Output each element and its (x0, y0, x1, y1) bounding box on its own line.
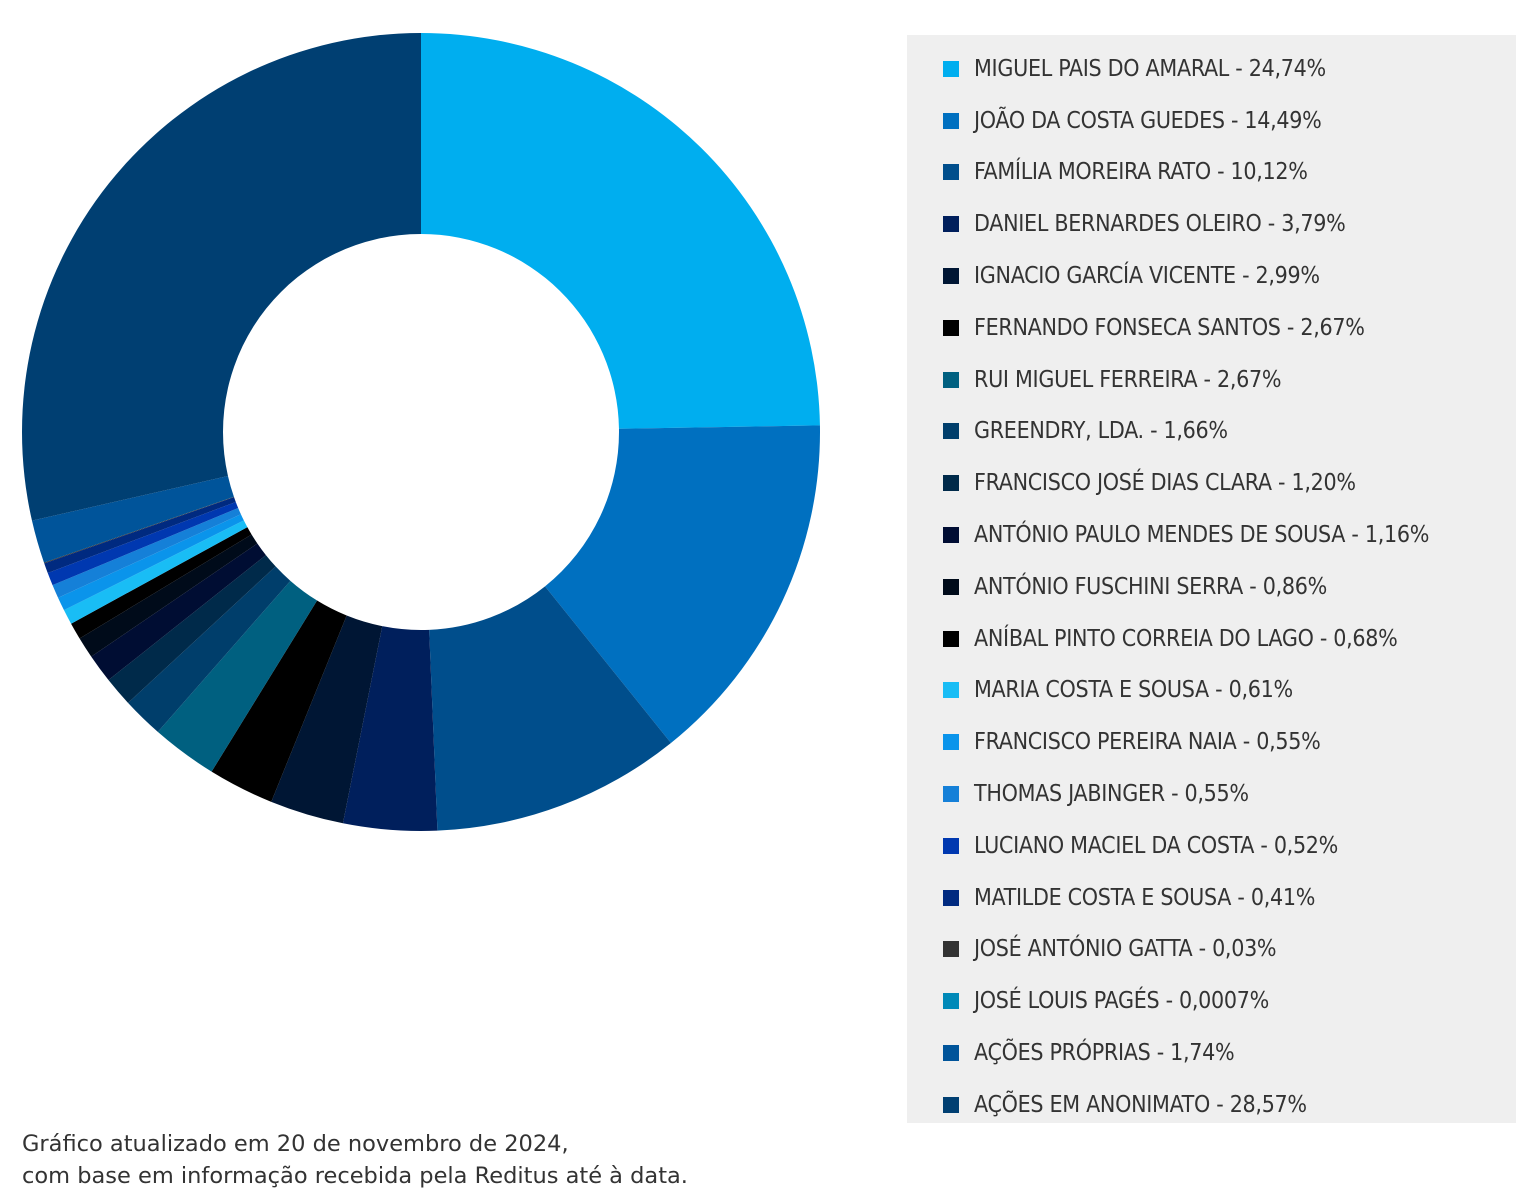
donut-chart (0, 0, 860, 860)
donut-slice-13 (58, 514, 244, 611)
legend-swatch (943, 371, 959, 388)
legend-label: MARIA COSTA E SOUSA - 0,61% (974, 677, 1293, 704)
legend-label: JOSÉ LOUIS PAGÉS - 0,0007% (974, 988, 1269, 1015)
donut-slice-18 (43, 496, 234, 563)
legend-label: ANTÓNIO FUSCHINI SERRA - 0,86% (974, 573, 1327, 600)
legend-swatch (943, 60, 959, 77)
legend-item: AÇÕES EM ANONIMATO - 28,57% (907, 1079, 1516, 1131)
legend-item: GREENDRY, LDA. - 1,66% (907, 406, 1516, 458)
legend-label: THOMAS JABINGER - 0,55% (974, 781, 1249, 808)
donut-slice-1 (545, 425, 820, 744)
donut-slice-10 (79, 534, 258, 657)
legend-swatch (943, 319, 959, 336)
legend-swatch (943, 527, 959, 544)
legend-item: FERNANDO FONSECA SANTOS - 2,67% (907, 302, 1516, 354)
legend-label: MIGUEL PAIS DO AMARAL - 24,74% (974, 55, 1326, 82)
donut-slice-11 (71, 527, 252, 639)
legend-label: FRANCISCO JOSÉ DIAS CLARA - 1,20% (974, 470, 1356, 497)
legend-label: FRANCISCO PEREIRA NAIA - 0,55% (974, 729, 1321, 756)
legend-item: RUI MIGUEL FERREIRA - 2,67% (907, 354, 1516, 406)
legend-label: LUCIANO MACIEL DA COSTA - 0,52% (974, 832, 1339, 859)
legend-label: DANIEL BERNARDES OLEIRO - 3,79% (974, 211, 1346, 238)
donut-slice-8 (108, 555, 276, 703)
donut-slice-2 (429, 586, 671, 831)
legend-item: IGNACIO GARCÍA VICENTE - 2,99% (907, 250, 1516, 302)
legend-swatch (943, 1096, 959, 1113)
donut-slice-9 (91, 543, 266, 681)
footnote-line-1: Gráfico atualizado em 20 de novembro de … (22, 1131, 569, 1157)
donut-chart-svg (22, 33, 820, 831)
legend-label: AÇÕES EM ANONIMATO - 28,57% (974, 1091, 1307, 1118)
chart-footnote: Gráfico atualizado em 20 de novembro de … (22, 1128, 688, 1192)
legend-item: JOSÉ ANTÓNIO GATTA - 0,03% (907, 924, 1516, 976)
legend-label: MATILDE COSTA E SOUSA - 0,41% (974, 884, 1316, 911)
footnote-line-2: com base em informação recebida pela Red… (22, 1163, 688, 1189)
legend-label: FAMÍLIA MOREIRA RATO - 10,12% (974, 159, 1308, 186)
legend-item: FRANCISCO JOSÉ DIAS CLARA - 1,20% (907, 457, 1516, 509)
legend-swatch (943, 993, 959, 1010)
donut-slice-4 (271, 615, 383, 824)
donut-slice-16 (44, 497, 236, 573)
legend-item: DANIEL BERNARDES OLEIRO - 3,79% (907, 198, 1516, 250)
legend-swatch (943, 734, 959, 751)
legend-swatch (943, 682, 959, 699)
legend-item: JOSÉ LOUIS PAGÉS - 0,0007% (907, 975, 1516, 1027)
legend-label: RUI MIGUEL FERREIRA - 2,67% (974, 366, 1282, 393)
legend-swatch (943, 786, 959, 803)
legend-swatch (943, 837, 959, 854)
legend-swatch (943, 216, 959, 233)
donut-slice-17 (43, 496, 235, 564)
legend-swatch (943, 164, 959, 181)
legend-item: JOÃO DA COSTA GUEDES - 14,49% (907, 95, 1516, 147)
legend-swatch (943, 475, 959, 492)
legend-swatch (943, 578, 959, 595)
legend-label: GREENDRY, LDA. - 1,66% (974, 418, 1228, 445)
legend-item: MIGUEL PAIS DO AMARAL - 24,74% (907, 43, 1516, 95)
legend-item: FRANCISCO PEREIRA NAIA - 0,55% (907, 716, 1516, 768)
legend-item: ANÍBAL PINTO CORREIA DO LAGO - 0,68% (907, 613, 1516, 665)
legend-swatch (943, 112, 959, 129)
donut-slice-3 (342, 626, 438, 831)
donut-slice-19 (31, 476, 234, 563)
legend-item: LUCIANO MACIEL DA COSTA - 0,52% (907, 820, 1516, 872)
legend-label: ANTÓNIO PAULO MENDES DE SOUSA - 1,16% (974, 522, 1430, 549)
legend-swatch (943, 941, 959, 958)
legend-label: JOSÉ ANTÓNIO GATTA - 0,03% (974, 936, 1277, 963)
legend-item: AÇÕES PRÓPRIAS - 1,74% (907, 1027, 1516, 1079)
legend-item: MARIA COSTA E SOUSA - 0,61% (907, 665, 1516, 717)
legend-swatch (943, 889, 959, 906)
legend-swatch (943, 423, 959, 440)
legend-label: FERNANDO FONSECA SANTOS - 2,67% (974, 314, 1365, 341)
donut-slice-6 (157, 580, 318, 772)
chart-legend: MIGUEL PAIS DO AMARAL - 24,74% JOÃO DA CO… (907, 35, 1516, 1123)
donut-slice-0 (421, 33, 820, 429)
legend-item: ANTÓNIO FUSCHINI SERRA - 0,86% (907, 561, 1516, 613)
donut-slice-15 (47, 501, 239, 586)
legend-item: FAMÍLIA MOREIRA RATO - 10,12% (907, 147, 1516, 199)
legend-label: IGNACIO GARCÍA VICENTE - 2,99% (974, 263, 1320, 290)
donut-slice-7 (128, 566, 291, 732)
donut-slice-5 (211, 600, 347, 802)
legend-swatch (943, 268, 959, 285)
legend-swatch (943, 630, 959, 647)
legend-item: MATILDE COSTA E SOUSA - 0,41% (907, 872, 1516, 924)
donut-slice-12 (63, 520, 248, 624)
legend-label: JOÃO DA COSTA GUEDES - 14,49% (974, 107, 1322, 134)
donut-slice-14 (52, 507, 241, 598)
legend-label: AÇÕES PRÓPRIAS - 1,74% (974, 1040, 1235, 1067)
donut-slice-20 (22, 33, 421, 521)
legend-label: ANÍBAL PINTO CORREIA DO LAGO - 0,68% (974, 625, 1398, 652)
legend-item: ANTÓNIO PAULO MENDES DE SOUSA - 1,16% (907, 509, 1516, 561)
legend-item: THOMAS JABINGER - 0,55% (907, 768, 1516, 820)
legend-swatch (943, 1045, 959, 1062)
